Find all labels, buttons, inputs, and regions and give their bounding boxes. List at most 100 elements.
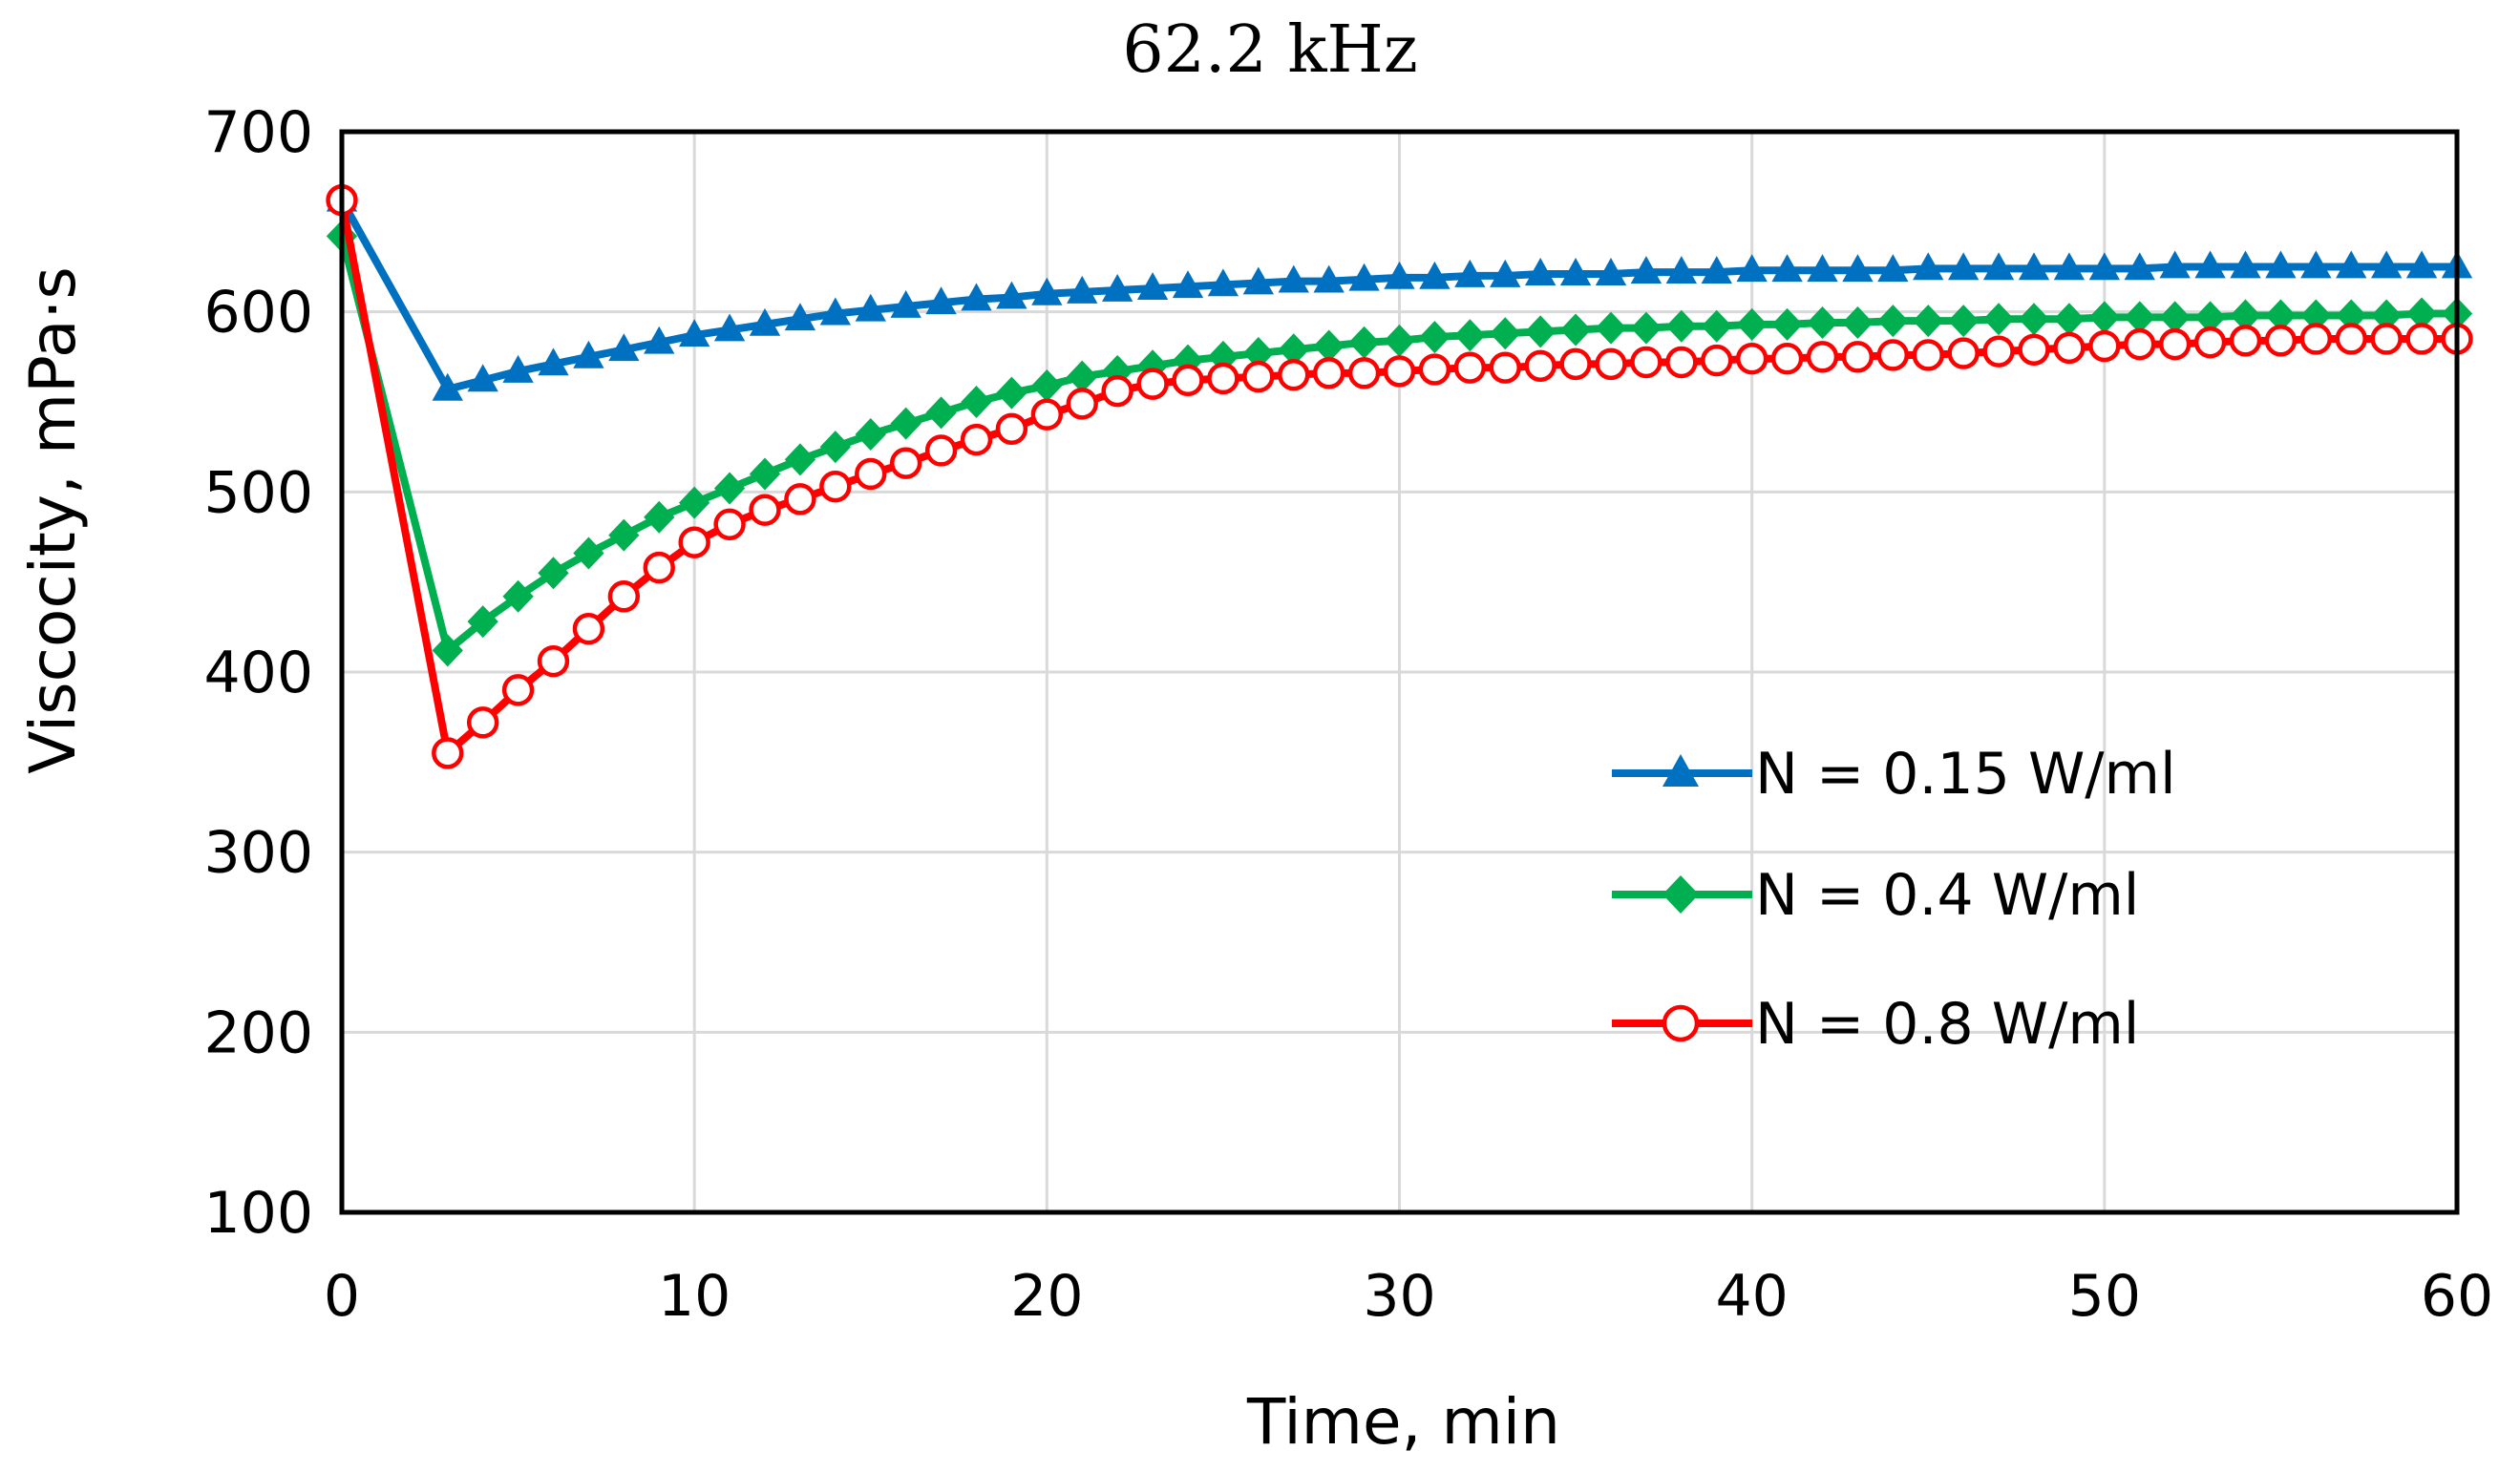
- data-point: [713, 313, 746, 342]
- data-point: [1736, 307, 1768, 341]
- data-point: [1982, 303, 2015, 336]
- legend-label: N = 0.8 W/ml: [1755, 991, 2139, 1058]
- data-point: [1525, 258, 1556, 285]
- data-point: [713, 508, 746, 540]
- data-point: [2018, 303, 2050, 336]
- data-point: [2124, 327, 2156, 361]
- data-point: [855, 457, 887, 491]
- x-tick-label: 10: [658, 1263, 731, 1330]
- data-point: [1842, 305, 1874, 339]
- data-point: [2300, 299, 2332, 332]
- data-point: [1701, 344, 1733, 377]
- data-point: [1242, 360, 1275, 393]
- data-point: [2336, 250, 2367, 279]
- data-point: [2230, 299, 2261, 332]
- tick-labels: 0 10 20 30 40 50 60 100 200 300 400 500 600 700: [203, 99, 2493, 1330]
- data-point: [679, 319, 710, 347]
- data-point: [1525, 315, 1556, 348]
- y-tick-label: 300: [203, 820, 313, 887]
- data-point: [1948, 305, 1980, 338]
- data-point: [538, 557, 569, 590]
- data-point: [432, 372, 463, 401]
- data-point: [2159, 250, 2191, 279]
- data-point: [1982, 335, 2015, 368]
- data-point: [1806, 341, 1839, 373]
- data-point: [2088, 329, 2121, 363]
- data-point: [1454, 259, 1486, 287]
- data-point: [1242, 337, 1274, 370]
- data-point: [467, 605, 498, 639]
- data-point: [1842, 254, 1874, 283]
- legend-marker: [1662, 1004, 1700, 1042]
- data-point: [1701, 309, 1732, 343]
- data-point: [1559, 258, 1592, 285]
- data-point: [1067, 275, 1098, 304]
- data-point: [572, 613, 605, 645]
- data-point: [643, 551, 675, 584]
- chart-title: 62.2 kHz: [1122, 12, 1417, 88]
- data-point: [608, 518, 640, 552]
- data-point: [2265, 299, 2297, 332]
- data-point: [960, 423, 993, 456]
- legend: N = 0.15 W/ml N = 0.4 W/ml N = 0.8 W/ml: [1612, 741, 2176, 1058]
- data-point: [679, 486, 710, 519]
- data-point: [1736, 254, 1768, 283]
- y-tick-label: 400: [203, 640, 313, 706]
- series-3: [326, 183, 2473, 769]
- data-point: [2018, 333, 2050, 366]
- data-point: [432, 634, 463, 667]
- data-point: [1807, 254, 1838, 283]
- data-point: [784, 443, 816, 476]
- data-point: [855, 293, 886, 322]
- data-point: [1913, 305, 1944, 338]
- data-point: [1383, 355, 1416, 388]
- legend-item: N = 0.8 W/ml: [1612, 991, 2139, 1058]
- data-point: [1066, 388, 1098, 420]
- data-point: [1630, 256, 1662, 284]
- data-point: [890, 290, 921, 318]
- data-point: [1877, 305, 1909, 338]
- data-point: [501, 674, 535, 706]
- y-tick-label: 100: [203, 1180, 313, 1247]
- legend-marker: [1662, 875, 1699, 914]
- data-point: [2053, 303, 2086, 336]
- data-point: [1348, 263, 1380, 291]
- data-point: [502, 354, 534, 383]
- data-point: [1031, 277, 1063, 305]
- data-point: [2088, 252, 2120, 281]
- legend-marker: [1662, 754, 1699, 787]
- data-point: [749, 307, 781, 336]
- data-point: [749, 457, 781, 491]
- data-point: [819, 470, 852, 503]
- data-point: [1030, 398, 1064, 431]
- data-point: [1524, 349, 1556, 382]
- data-point: [996, 281, 1027, 309]
- series-1: [326, 183, 2473, 401]
- data-point: [1841, 341, 1874, 373]
- data-point: [537, 644, 570, 678]
- data-point: [2053, 331, 2086, 365]
- data-point: [2371, 299, 2403, 332]
- data-point: [784, 303, 816, 331]
- data-point: [925, 286, 957, 315]
- data-point: [1665, 256, 1697, 284]
- data-point: [2299, 323, 2333, 355]
- plot-frame: [339, 129, 2460, 1215]
- data-point: [819, 297, 851, 326]
- data-point: [608, 333, 640, 362]
- data-point: [2124, 301, 2155, 334]
- data-point: [924, 434, 958, 467]
- legend-label: N = 0.4 W/ml: [1755, 862, 2139, 929]
- data-point: [2405, 250, 2438, 279]
- data-point: [784, 483, 816, 515]
- data-point: [1807, 305, 1838, 339]
- data-point: [819, 431, 851, 464]
- data-point: [1701, 256, 1732, 284]
- data-point: [2124, 252, 2155, 281]
- data-point: [1912, 339, 1944, 371]
- data-point: [1278, 264, 1309, 293]
- y-tick-label: 200: [203, 999, 313, 1066]
- data-point: [2088, 301, 2120, 334]
- data-point: [1948, 252, 1980, 281]
